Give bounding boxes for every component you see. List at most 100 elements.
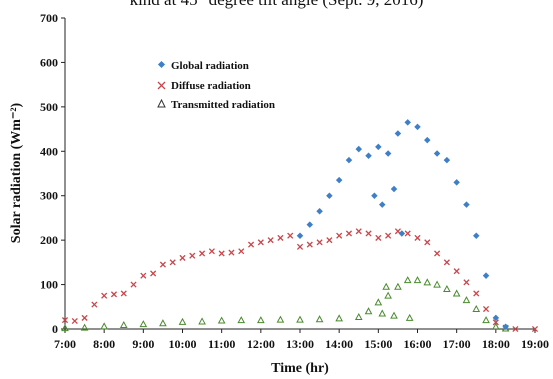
transmitted-radiation-point xyxy=(462,296,471,304)
diffuse-radiation-point xyxy=(238,248,245,255)
global-radiation-point xyxy=(378,201,386,208)
legend-marker-transmitted xyxy=(157,98,166,108)
x-tick-label: 15:00 xyxy=(364,337,392,351)
transmitted-radiation-point xyxy=(61,324,69,332)
global-radiation-point xyxy=(384,150,392,157)
y-tick-label: 300 xyxy=(40,189,58,203)
x-tick-label: 18:00 xyxy=(482,337,510,351)
diffuse-radiation-point xyxy=(179,254,186,261)
diffuse-radiation-point xyxy=(130,281,137,288)
x-tick-label: 16:00 xyxy=(404,337,432,351)
y-tick-label: 600 xyxy=(40,55,58,69)
transmitted-radiation-point xyxy=(296,315,304,323)
diffuse-radiation-point xyxy=(267,237,274,244)
transmitted-radiation-point xyxy=(403,276,412,284)
global-radiation-point xyxy=(375,143,382,151)
diffuse-radiation-point xyxy=(101,292,108,299)
x-tick-label: 7:00 xyxy=(54,337,76,351)
x-tick-label: 14:00 xyxy=(325,337,353,351)
global-radiation-point xyxy=(316,208,323,215)
global-radiation-point xyxy=(345,156,353,164)
transmitted-radiation-point xyxy=(119,320,128,329)
global-radiation-point xyxy=(335,176,343,184)
global-radiation-point xyxy=(398,230,406,237)
global-radiation-point xyxy=(404,119,411,126)
y-tick-labels: 0 100 200 300 400 500 600 700 xyxy=(40,11,65,336)
diffuse-radiation-point xyxy=(355,228,362,235)
diffuse-radiation-point xyxy=(434,250,441,257)
diffuse-radiation-point xyxy=(385,232,392,239)
transmitted-radiation-point xyxy=(413,276,422,284)
transmitted-radiation-point xyxy=(354,312,363,321)
transmitted-radiation-point xyxy=(472,304,481,313)
diffuse-radiation-point xyxy=(140,272,147,279)
global-radiation-point xyxy=(296,232,304,239)
y-tick-label: 400 xyxy=(40,144,58,158)
y-tick-label: 0 xyxy=(52,322,58,336)
diffuse-radiation-point xyxy=(345,230,353,237)
legend-label-diffuse: Diffuse radiation xyxy=(171,80,251,92)
global-radiation-point xyxy=(502,323,509,331)
transmitted-radiation-point xyxy=(378,309,387,317)
legend-marker-global xyxy=(157,60,166,69)
diffuse-radiation-point xyxy=(120,290,127,297)
global-radiation-point xyxy=(394,130,402,137)
global-radiation-point xyxy=(443,156,451,164)
diffuse-radiation-point xyxy=(482,305,490,313)
transmitted-radiation-point xyxy=(100,322,109,330)
diffuse-radiation-point xyxy=(473,290,480,297)
x-tick-label: 8:00 xyxy=(93,337,115,351)
x-tick-label: 10:00 xyxy=(169,337,197,351)
transmitted-radiation-point xyxy=(335,314,344,322)
diffuse-radiation-point xyxy=(169,259,176,266)
diffuse-radiation-point xyxy=(287,232,294,239)
global-radiation-point xyxy=(482,272,490,279)
diffuse-radiation-point xyxy=(531,325,539,333)
transmitted-radiation-point xyxy=(139,320,148,328)
x-tick-label: 11:00 xyxy=(208,337,235,351)
global-radiation-point xyxy=(463,201,470,208)
diffuse-radiation-point xyxy=(306,241,313,248)
transmitted-radiation-point xyxy=(276,315,285,323)
global-radiation-point xyxy=(492,314,500,322)
diffuse-radiation-point xyxy=(61,317,69,324)
transmitted-radiation-point xyxy=(405,313,414,321)
diffuse-radiation-point xyxy=(208,248,215,255)
y-tick-label: 700 xyxy=(40,11,58,25)
transmitted-radiation-point xyxy=(315,315,324,323)
global-radiation-point xyxy=(371,192,378,199)
legend-marker-diffuse xyxy=(157,81,166,90)
transmitted-radiation-point xyxy=(178,317,187,325)
transmitted-radiation-point xyxy=(374,298,383,306)
global-radiation-point xyxy=(414,123,421,131)
diffuse-radiation-point xyxy=(336,232,343,239)
diffuse-radiation-point xyxy=(375,234,382,241)
diffuse-radiation-point xyxy=(326,237,333,244)
x-tick-label: 13:00 xyxy=(286,337,314,351)
transmitted-radiation-point xyxy=(364,307,373,315)
diffuse-radiation-point xyxy=(159,261,166,268)
global-radiation-point xyxy=(390,185,398,193)
legend: Global radiation Diffuse radiation Trans… xyxy=(157,60,275,111)
global-radiation-point xyxy=(433,150,441,157)
figure-caption-cut: kind at 45° degree tilt angle (Sept. 9, … xyxy=(0,0,553,10)
global-radiation-point xyxy=(453,179,460,186)
transmitted-radiation-point xyxy=(80,323,89,331)
transmitted-radiation-point xyxy=(384,291,392,299)
global-radiation-point xyxy=(365,152,372,159)
transmitted-radiation-point xyxy=(217,316,226,324)
diffuse-radiation-point xyxy=(71,317,78,325)
diffuse-radiation-point xyxy=(512,325,519,333)
global-radiation-point xyxy=(306,221,314,228)
diffuse-radiation-point xyxy=(453,268,460,275)
transmitted-radiation-point xyxy=(390,311,398,319)
diffuse-radiation-point xyxy=(463,279,470,286)
diffuse-radiation-point xyxy=(424,239,431,246)
diffuse-radiation-point xyxy=(365,230,372,237)
diffuse-radiation-point xyxy=(257,239,264,246)
diffuse-radiation-point xyxy=(492,319,499,326)
diffuse-radiation-point xyxy=(110,291,118,298)
transmitted-radiation-point xyxy=(491,322,500,330)
global-radiation-point xyxy=(472,232,480,239)
